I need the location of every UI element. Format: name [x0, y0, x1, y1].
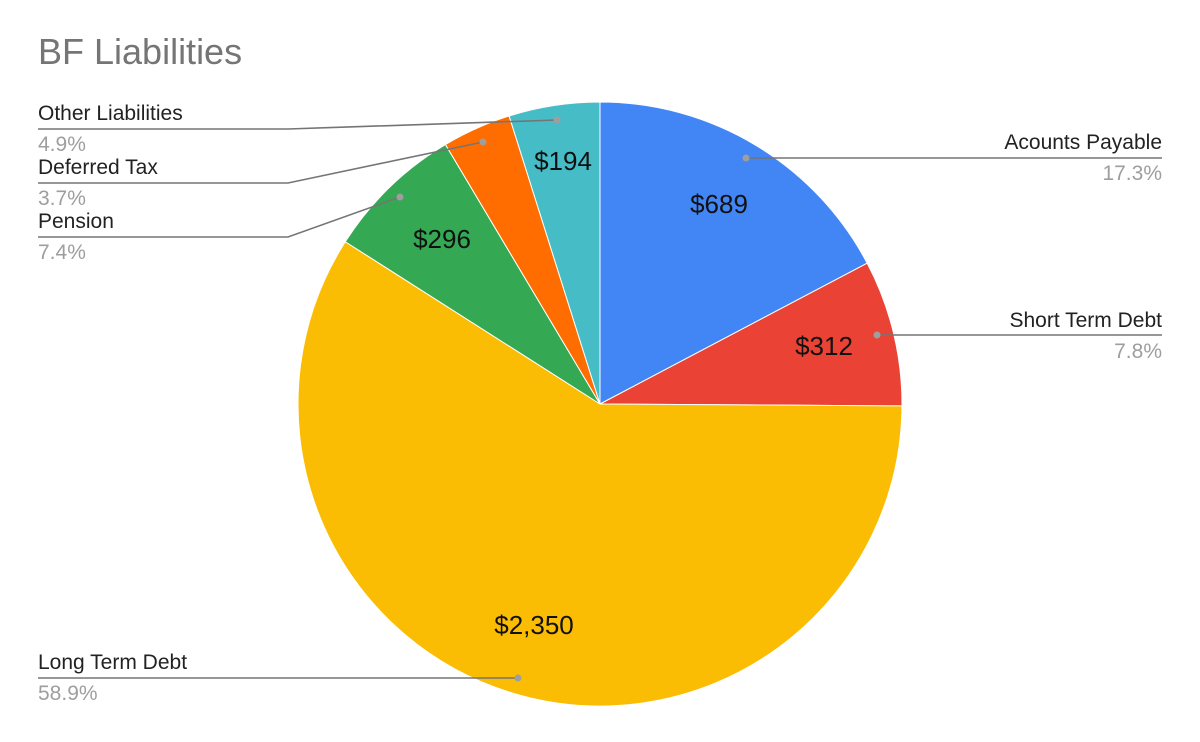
value-label-long-term-debt: $2,350 — [494, 610, 574, 640]
callout-label-acounts-payable: Acounts Payable — [1004, 131, 1162, 154]
callout-line-pension — [38, 196, 401, 238]
callout-dot-deferred-tax — [479, 138, 487, 146]
callout-label-long-term-debt: Long Term Debt — [38, 651, 187, 674]
callout-dot-long-term-debt — [514, 674, 522, 682]
callout-label-other-liabilities: Other Liabilities — [38, 102, 183, 125]
pie-slice-long-term-debt — [297, 241, 903, 707]
callout-dot-pension — [396, 193, 404, 201]
pie-slice-short-term-debt — [599, 262, 903, 407]
callout-percent-acounts-payable: 17.3% — [1102, 162, 1162, 185]
pie-slice-acounts-payable — [599, 101, 868, 405]
value-labels: $689 $312 $2,350 $296 $194 — [413, 146, 853, 640]
callout-dot-other-liabilities — [553, 116, 561, 124]
callouts: Acounts Payable 17.3% Short Term Debt 7.8% L… — [38, 102, 1162, 705]
value-label-acounts-payable: $689 — [690, 189, 748, 219]
callout-label-pension: Pension — [38, 210, 114, 233]
callout-percent-deferred-tax: 3.7% — [38, 187, 86, 210]
value-label-other-liabilities: $194 — [534, 146, 592, 176]
value-label-pension: $296 — [413, 224, 471, 254]
callout-percent-pension: 7.4% — [38, 241, 86, 264]
callout-line-deferred-tax — [38, 141, 484, 184]
pie-slices — [297, 101, 903, 707]
callout-dot-short-term-debt — [873, 331, 881, 339]
callout-percent-short-term-debt: 7.8% — [1114, 340, 1162, 363]
callout-percent-other-liabilities: 4.9% — [38, 133, 86, 156]
callout-label-deferred-tax: Deferred Tax — [38, 156, 158, 179]
pie-slice-other-liabilities — [508, 101, 601, 405]
callout-label-short-term-debt: Short Term Debt — [1009, 309, 1162, 332]
pie-slice-pension — [344, 143, 601, 405]
callout-line-other-liabilities — [38, 119, 558, 130]
value-label-short-term-debt: $312 — [795, 331, 853, 361]
callout-dot-acounts-payable — [742, 154, 750, 162]
callout-percent-long-term-debt: 58.9% — [38, 682, 98, 705]
chart-title: BF Liabilities — [38, 31, 243, 72]
